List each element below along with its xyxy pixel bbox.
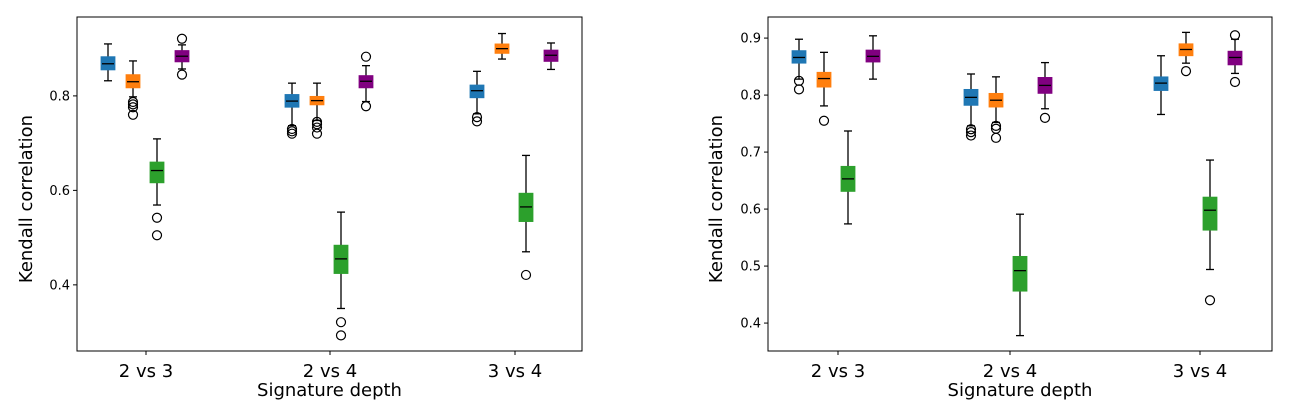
- outlier-marker: [818, 115, 830, 126]
- box-series-3: [1227, 30, 1243, 88]
- outlier-marker: [1204, 295, 1216, 306]
- iqr-box: [1012, 255, 1028, 292]
- box-series-1: [125, 60, 141, 120]
- box-series-0: [100, 43, 116, 82]
- outlier-marker: [151, 212, 163, 223]
- box-series-1: [309, 82, 325, 139]
- box-series-1: [816, 51, 832, 126]
- box-series-0: [284, 82, 300, 139]
- outlier-marker: [335, 317, 347, 328]
- iqr-box: [149, 161, 165, 184]
- x-category-label: 3 vs 4: [1173, 361, 1227, 382]
- box-series-2: [840, 130, 856, 225]
- outlier-marker: [471, 116, 483, 127]
- box-group-2-vs-3: [100, 33, 190, 241]
- y-tick-label: 0.9: [740, 32, 761, 47]
- x-category-label: 2 vs 3: [811, 361, 865, 382]
- iqr-box: [816, 71, 832, 88]
- box-series-3: [865, 35, 881, 80]
- outlier-marker: [127, 102, 139, 113]
- outlier-marker: [151, 230, 163, 241]
- y-tick-label: 0.5: [740, 260, 761, 275]
- outlier-marker: [990, 120, 1002, 131]
- outlier-marker: [176, 33, 188, 44]
- outlier-marker: [360, 101, 372, 112]
- outlier-marker: [520, 269, 532, 281]
- iqr-box: [469, 84, 485, 99]
- outlier-marker: [1039, 112, 1051, 123]
- box-group-2-vs-3: [791, 35, 881, 225]
- box-series-3: [174, 33, 190, 80]
- y-axis-title: Kendall correlation: [16, 115, 37, 283]
- outlier-marker: [965, 124, 977, 135]
- axes-frame: [767, 16, 1273, 352]
- box-series-0: [791, 38, 807, 95]
- box-series-0: [1153, 55, 1169, 116]
- box-series-1: [988, 76, 1004, 143]
- outlier-marker: [965, 130, 977, 141]
- box-series-2: [518, 154, 534, 281]
- box-series-3: [358, 51, 374, 112]
- box-series-3: [543, 42, 559, 71]
- box-group-2-vs-4: [963, 61, 1053, 337]
- box-series-0: [963, 73, 979, 141]
- outlier-marker: [311, 122, 323, 133]
- box-series-2: [1012, 213, 1028, 337]
- y-tick-label: 0.8: [49, 89, 70, 104]
- x-category-label: 2 vs 4: [983, 361, 1037, 382]
- outlier-marker: [1229, 76, 1241, 88]
- outlier-marker: [990, 132, 1002, 143]
- y-tick-label: 0.7: [740, 146, 761, 161]
- x-axis-title: Signature depth: [948, 380, 1093, 401]
- y-tick-label: 0.6: [49, 184, 70, 199]
- outlier-marker: [360, 51, 372, 62]
- box-group-2-vs-4: [284, 51, 374, 341]
- outlier-marker: [1229, 30, 1241, 41]
- outlier-marker: [793, 84, 805, 95]
- outlier-marker: [176, 69, 188, 80]
- y-tick-label: 0.4: [740, 317, 761, 332]
- y-tick-label: 0.6: [740, 203, 761, 218]
- outlier-marker: [127, 109, 139, 120]
- box-series-0: [469, 70, 485, 127]
- outlier-marker: [286, 128, 298, 139]
- box-series-3: [1037, 61, 1053, 123]
- box-group-3-vs-4: [1153, 30, 1243, 306]
- y-tick-label: 0.4: [49, 278, 70, 293]
- left-boxplot-panel: 0.4 0.6 0.8 2 vs 3 2 vs 4 3 vs 4 Signature dep…: [16, 16, 583, 401]
- x-category-label: 3 vs 4: [488, 361, 542, 382]
- outlier-marker: [335, 330, 347, 341]
- x-category-label: 2 vs 4: [303, 361, 357, 382]
- box-series-1: [494, 32, 510, 60]
- outlier-marker: [965, 127, 977, 138]
- right-boxplot-panel: 0.4 0.5 0.6 0.7 0.8 0.9 2 vs 3 2 vs 4 3 vs 4 Sign…: [706, 16, 1273, 401]
- x-axis-title: Signature depth: [257, 380, 402, 401]
- box-series-2: [149, 138, 165, 241]
- outlier-marker: [471, 112, 483, 123]
- box-series-2: [333, 211, 349, 341]
- iqr-box: [1202, 196, 1218, 231]
- box-group-3-vs-4: [469, 32, 559, 281]
- box-series-2: [1202, 159, 1218, 306]
- y-tick-label: 0.8: [740, 89, 761, 104]
- outlier-marker: [311, 128, 323, 139]
- y-axis-title: Kendall correlation: [706, 115, 727, 283]
- outlier-marker: [1180, 66, 1192, 77]
- box-series-1: [1178, 31, 1194, 77]
- x-category-label: 2 vs 3: [119, 361, 173, 382]
- axes-frame: [76, 16, 583, 352]
- outlier-marker: [127, 99, 139, 110]
